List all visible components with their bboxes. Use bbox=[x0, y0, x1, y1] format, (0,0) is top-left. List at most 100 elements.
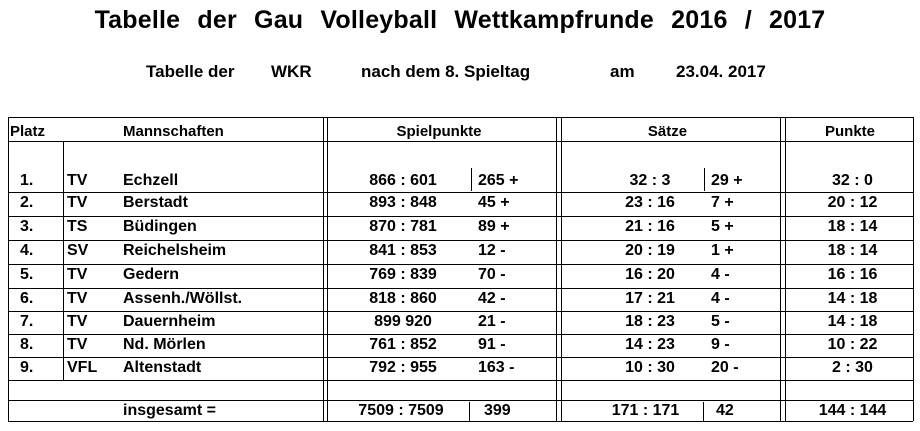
row-divider bbox=[8, 288, 913, 289]
row-spielpunkte-diff: 265 + bbox=[478, 172, 519, 189]
row-spielpunkte: 761 : 852 bbox=[369, 336, 437, 353]
row-team: Reichelsheim bbox=[123, 242, 227, 259]
row-divider bbox=[8, 192, 913, 193]
row-saetze-diff: 5 - bbox=[711, 313, 730, 330]
diff-separator bbox=[471, 168, 472, 191]
total-saetze: 171 : 171 bbox=[611, 402, 680, 419]
row-divider bbox=[8, 240, 913, 241]
row-saetze: 17 : 21 bbox=[625, 290, 675, 307]
row-team: Büdingen bbox=[123, 218, 197, 235]
row-verein: SV bbox=[67, 242, 89, 259]
row-saetze-diff: 4 - bbox=[711, 266, 730, 283]
row-platz: 4. bbox=[20, 242, 34, 259]
row-saetze-diff: 29 + bbox=[711, 172, 743, 189]
row-spielpunkte-diff: 163 - bbox=[478, 359, 515, 376]
row-punkte: 18 : 14 bbox=[827, 242, 878, 259]
table-left-border bbox=[8, 117, 9, 421]
row-platz: 5. bbox=[20, 266, 34, 283]
row-team: Dauernheim bbox=[123, 313, 216, 330]
row-punkte: 32 : 0 bbox=[832, 172, 873, 189]
col-header-spielpunkte: Spielpunkte bbox=[396, 123, 482, 140]
subtitle: Tabelle der WKR nach dem 8. Spieltag am … bbox=[0, 62, 920, 84]
col-header-mannschaften: Mannschaften bbox=[123, 123, 224, 140]
col-header-saetze: Sätze bbox=[647, 123, 688, 140]
row-platz: 3. bbox=[20, 218, 34, 235]
total-punkte: 144 : 144 bbox=[818, 402, 887, 419]
table-right-border bbox=[913, 117, 914, 421]
row-punkte: 10 : 22 bbox=[827, 336, 878, 353]
row-spielpunkte-diff: 89 + bbox=[478, 218, 510, 235]
row-team: Berstadt bbox=[123, 194, 188, 211]
row-saetze-diff: 20 - bbox=[711, 359, 739, 376]
row-verein: TV bbox=[67, 313, 88, 330]
subtitle-prefix: Tabelle der bbox=[146, 62, 235, 81]
row-spielpunkte: 792 : 955 bbox=[369, 359, 437, 376]
row-platz: 9. bbox=[20, 359, 34, 376]
row-verein: TS bbox=[67, 218, 88, 235]
row-saetze: 14 : 23 bbox=[625, 336, 675, 353]
row-verein: TV bbox=[67, 290, 88, 307]
row-platz: 7. bbox=[20, 313, 34, 330]
row-verein: TV bbox=[67, 172, 88, 189]
subtitle-am: am bbox=[610, 62, 635, 81]
row-divider bbox=[8, 311, 913, 312]
row-spielpunkte: 899 920 bbox=[374, 313, 432, 330]
group-separator bbox=[556, 117, 557, 421]
subtitle-matchday: nach dem 8. Spieltag bbox=[361, 62, 531, 81]
row-saetze: 23 : 16 bbox=[625, 194, 675, 211]
subtitle-date: 23.04. 2017 bbox=[676, 62, 766, 81]
row-verein: TV bbox=[67, 194, 88, 211]
row-punkte: 20 : 12 bbox=[827, 194, 878, 211]
row-punkte: 14 : 18 bbox=[827, 313, 878, 330]
row-spielpunkte-diff: 42 - bbox=[478, 290, 506, 307]
group-separator bbox=[780, 117, 781, 421]
row-team: Altenstadt bbox=[123, 359, 202, 376]
row-saetze: 20 : 19 bbox=[625, 242, 675, 259]
row-saetze: 18 : 23 bbox=[625, 313, 675, 330]
row-platz: 2. bbox=[20, 194, 34, 211]
group-separator bbox=[323, 117, 324, 421]
row-spielpunkte: 893 : 848 bbox=[369, 194, 437, 211]
row-spielpunkte-diff: 21 - bbox=[478, 313, 506, 330]
header-divider bbox=[8, 141, 913, 142]
row-team: Gedern bbox=[123, 266, 180, 283]
table-top-border bbox=[8, 117, 913, 118]
row-saetze: 21 : 16 bbox=[625, 218, 675, 235]
row-spielpunkte: 841 : 853 bbox=[369, 242, 437, 259]
row-spielpunkte-diff: 70 - bbox=[478, 266, 506, 283]
row-divider bbox=[8, 357, 913, 358]
row-platz: 6. bbox=[20, 290, 34, 307]
row-saetze: 10 : 30 bbox=[625, 359, 675, 376]
row-platz: 8. bbox=[20, 336, 34, 353]
row-spielpunkte: 818 : 860 bbox=[369, 290, 437, 307]
row-spielpunkte: 866 : 601 bbox=[369, 172, 437, 189]
col-header-punkte: Punkte bbox=[824, 123, 875, 140]
total-saetze-diff: 42 bbox=[716, 402, 734, 419]
diff-separator bbox=[704, 168, 705, 191]
row-saetze: 32 : 3 bbox=[629, 172, 671, 189]
row-punkte: 16 : 16 bbox=[827, 266, 878, 283]
row-team: Echzell bbox=[123, 172, 179, 189]
total-divider bbox=[8, 400, 913, 401]
row-team: Assenh./Wöllst. bbox=[123, 290, 243, 307]
row-saetze-diff: 9 - bbox=[711, 336, 730, 353]
group-separator bbox=[785, 117, 786, 421]
row-punkte: 2 : 30 bbox=[832, 359, 873, 376]
row-saetze-diff: 4 - bbox=[711, 290, 730, 307]
row-spielpunkte-diff: 12 - bbox=[478, 242, 506, 259]
row-spielpunkte: 870 : 781 bbox=[369, 218, 437, 235]
col-header-platz: Platz bbox=[10, 123, 46, 140]
row-saetze-diff: 1 + bbox=[711, 242, 734, 259]
total-spielpunkte-diff: 399 bbox=[484, 402, 511, 419]
row-divider bbox=[8, 380, 913, 381]
row-punkte: 18 : 14 bbox=[827, 218, 878, 235]
row-platz: 1. bbox=[20, 172, 34, 189]
page-title: Tabelle der Gau Volleyball Wettkampfrund… bbox=[94, 6, 826, 34]
subtitle-league: WKR bbox=[271, 62, 312, 81]
diff-separator bbox=[469, 402, 470, 421]
row-verein: TV bbox=[67, 336, 88, 353]
table-bottom-border bbox=[8, 421, 913, 422]
platz-separator bbox=[63, 141, 64, 380]
total-spielpunkte: 7509 : 7509 bbox=[358, 402, 444, 419]
